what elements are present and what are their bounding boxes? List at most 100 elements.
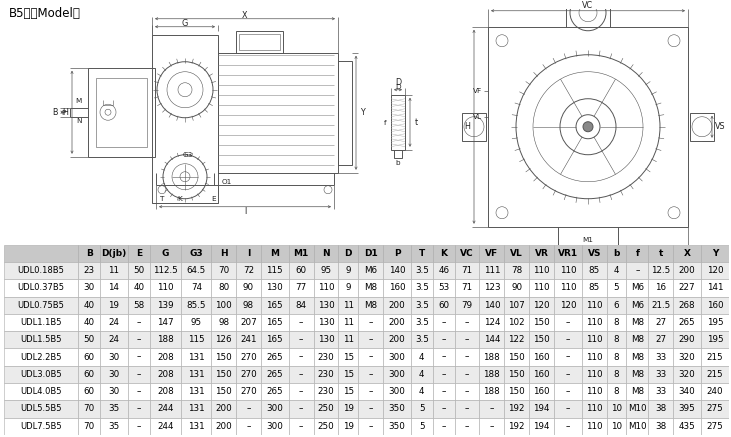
Text: 320: 320: [678, 353, 695, 361]
Bar: [504, 331, 529, 348]
Text: –: –: [299, 335, 303, 344]
Bar: [554, 297, 582, 314]
Bar: [150, 279, 181, 297]
Bar: [4, 245, 78, 262]
Text: –: –: [368, 335, 373, 344]
Text: 270: 270: [240, 370, 257, 379]
Text: 90: 90: [511, 284, 522, 292]
Text: 3.5: 3.5: [415, 318, 429, 327]
Bar: [673, 262, 701, 279]
Text: 275: 275: [707, 404, 723, 413]
Text: 74: 74: [191, 284, 202, 292]
Bar: [100, 245, 128, 262]
Bar: [582, 314, 607, 331]
Bar: [88, 68, 155, 157]
Bar: [338, 279, 358, 297]
Bar: [289, 279, 314, 297]
Text: 79: 79: [461, 301, 473, 310]
Text: b: b: [395, 160, 401, 166]
Bar: [358, 331, 383, 348]
Text: D1: D1: [364, 249, 378, 258]
Text: –: –: [442, 387, 446, 396]
Text: –: –: [299, 404, 303, 413]
Bar: [554, 417, 582, 435]
Bar: [626, 331, 648, 348]
Text: 320: 320: [678, 370, 695, 379]
Text: 4: 4: [419, 370, 425, 379]
Bar: [701, 417, 729, 435]
Bar: [211, 417, 236, 435]
Text: 395: 395: [678, 404, 695, 413]
Text: 110: 110: [533, 266, 550, 275]
Text: 5: 5: [419, 422, 425, 431]
Bar: [358, 383, 383, 400]
Bar: [673, 383, 701, 400]
Bar: [582, 297, 607, 314]
Text: H: H: [62, 108, 68, 117]
Text: 110: 110: [533, 284, 550, 292]
Bar: [261, 279, 289, 297]
Text: 130: 130: [318, 335, 334, 344]
Text: –: –: [368, 422, 373, 431]
Text: M6: M6: [631, 284, 644, 292]
Bar: [314, 262, 338, 279]
Bar: [504, 262, 529, 279]
Text: 120: 120: [707, 266, 723, 275]
Text: 160: 160: [389, 284, 405, 292]
Bar: [673, 348, 701, 366]
Bar: [383, 417, 411, 435]
Bar: [4, 366, 78, 383]
Text: 268: 268: [679, 301, 695, 310]
Bar: [100, 366, 128, 383]
Text: M8: M8: [631, 318, 644, 327]
Text: 265: 265: [679, 318, 695, 327]
Text: 6: 6: [614, 301, 619, 310]
Bar: [100, 383, 128, 400]
Bar: [236, 331, 261, 348]
Bar: [554, 348, 582, 366]
Bar: [433, 417, 455, 435]
Bar: [554, 366, 582, 383]
Bar: [236, 314, 261, 331]
Bar: [261, 348, 289, 366]
Bar: [480, 262, 504, 279]
Bar: [100, 400, 128, 417]
Bar: [455, 348, 480, 366]
Text: P: P: [394, 249, 401, 258]
Text: 107: 107: [508, 301, 525, 310]
Bar: [554, 331, 582, 348]
Bar: [261, 314, 289, 331]
Bar: [383, 314, 411, 331]
Text: 300: 300: [389, 353, 406, 361]
Text: 4: 4: [419, 353, 425, 361]
Text: 130: 130: [267, 284, 283, 292]
Text: 110: 110: [559, 266, 576, 275]
Bar: [411, 331, 433, 348]
Text: UDL5.5B5: UDL5.5B5: [20, 404, 61, 413]
Text: 50: 50: [83, 335, 95, 344]
Text: VL: VL: [510, 249, 523, 258]
Text: B: B: [86, 249, 93, 258]
Text: 265: 265: [267, 387, 283, 396]
Text: 300: 300: [266, 422, 284, 431]
Text: 340: 340: [678, 387, 695, 396]
Bar: [358, 314, 383, 331]
Text: 150: 150: [216, 353, 232, 361]
Text: –: –: [137, 404, 141, 413]
Bar: [261, 400, 289, 417]
Bar: [236, 366, 261, 383]
Bar: [433, 348, 455, 366]
Text: 70: 70: [218, 266, 230, 275]
Bar: [394, 150, 402, 158]
Text: 77: 77: [295, 284, 307, 292]
Text: 144: 144: [484, 335, 500, 344]
Bar: [78, 383, 100, 400]
Bar: [150, 400, 181, 417]
Bar: [181, 245, 211, 262]
Bar: [314, 348, 338, 366]
Text: M8: M8: [631, 353, 644, 361]
Bar: [455, 297, 480, 314]
Bar: [554, 279, 582, 297]
Text: UDL1.5B5: UDL1.5B5: [20, 335, 61, 344]
Text: 27: 27: [655, 318, 667, 327]
